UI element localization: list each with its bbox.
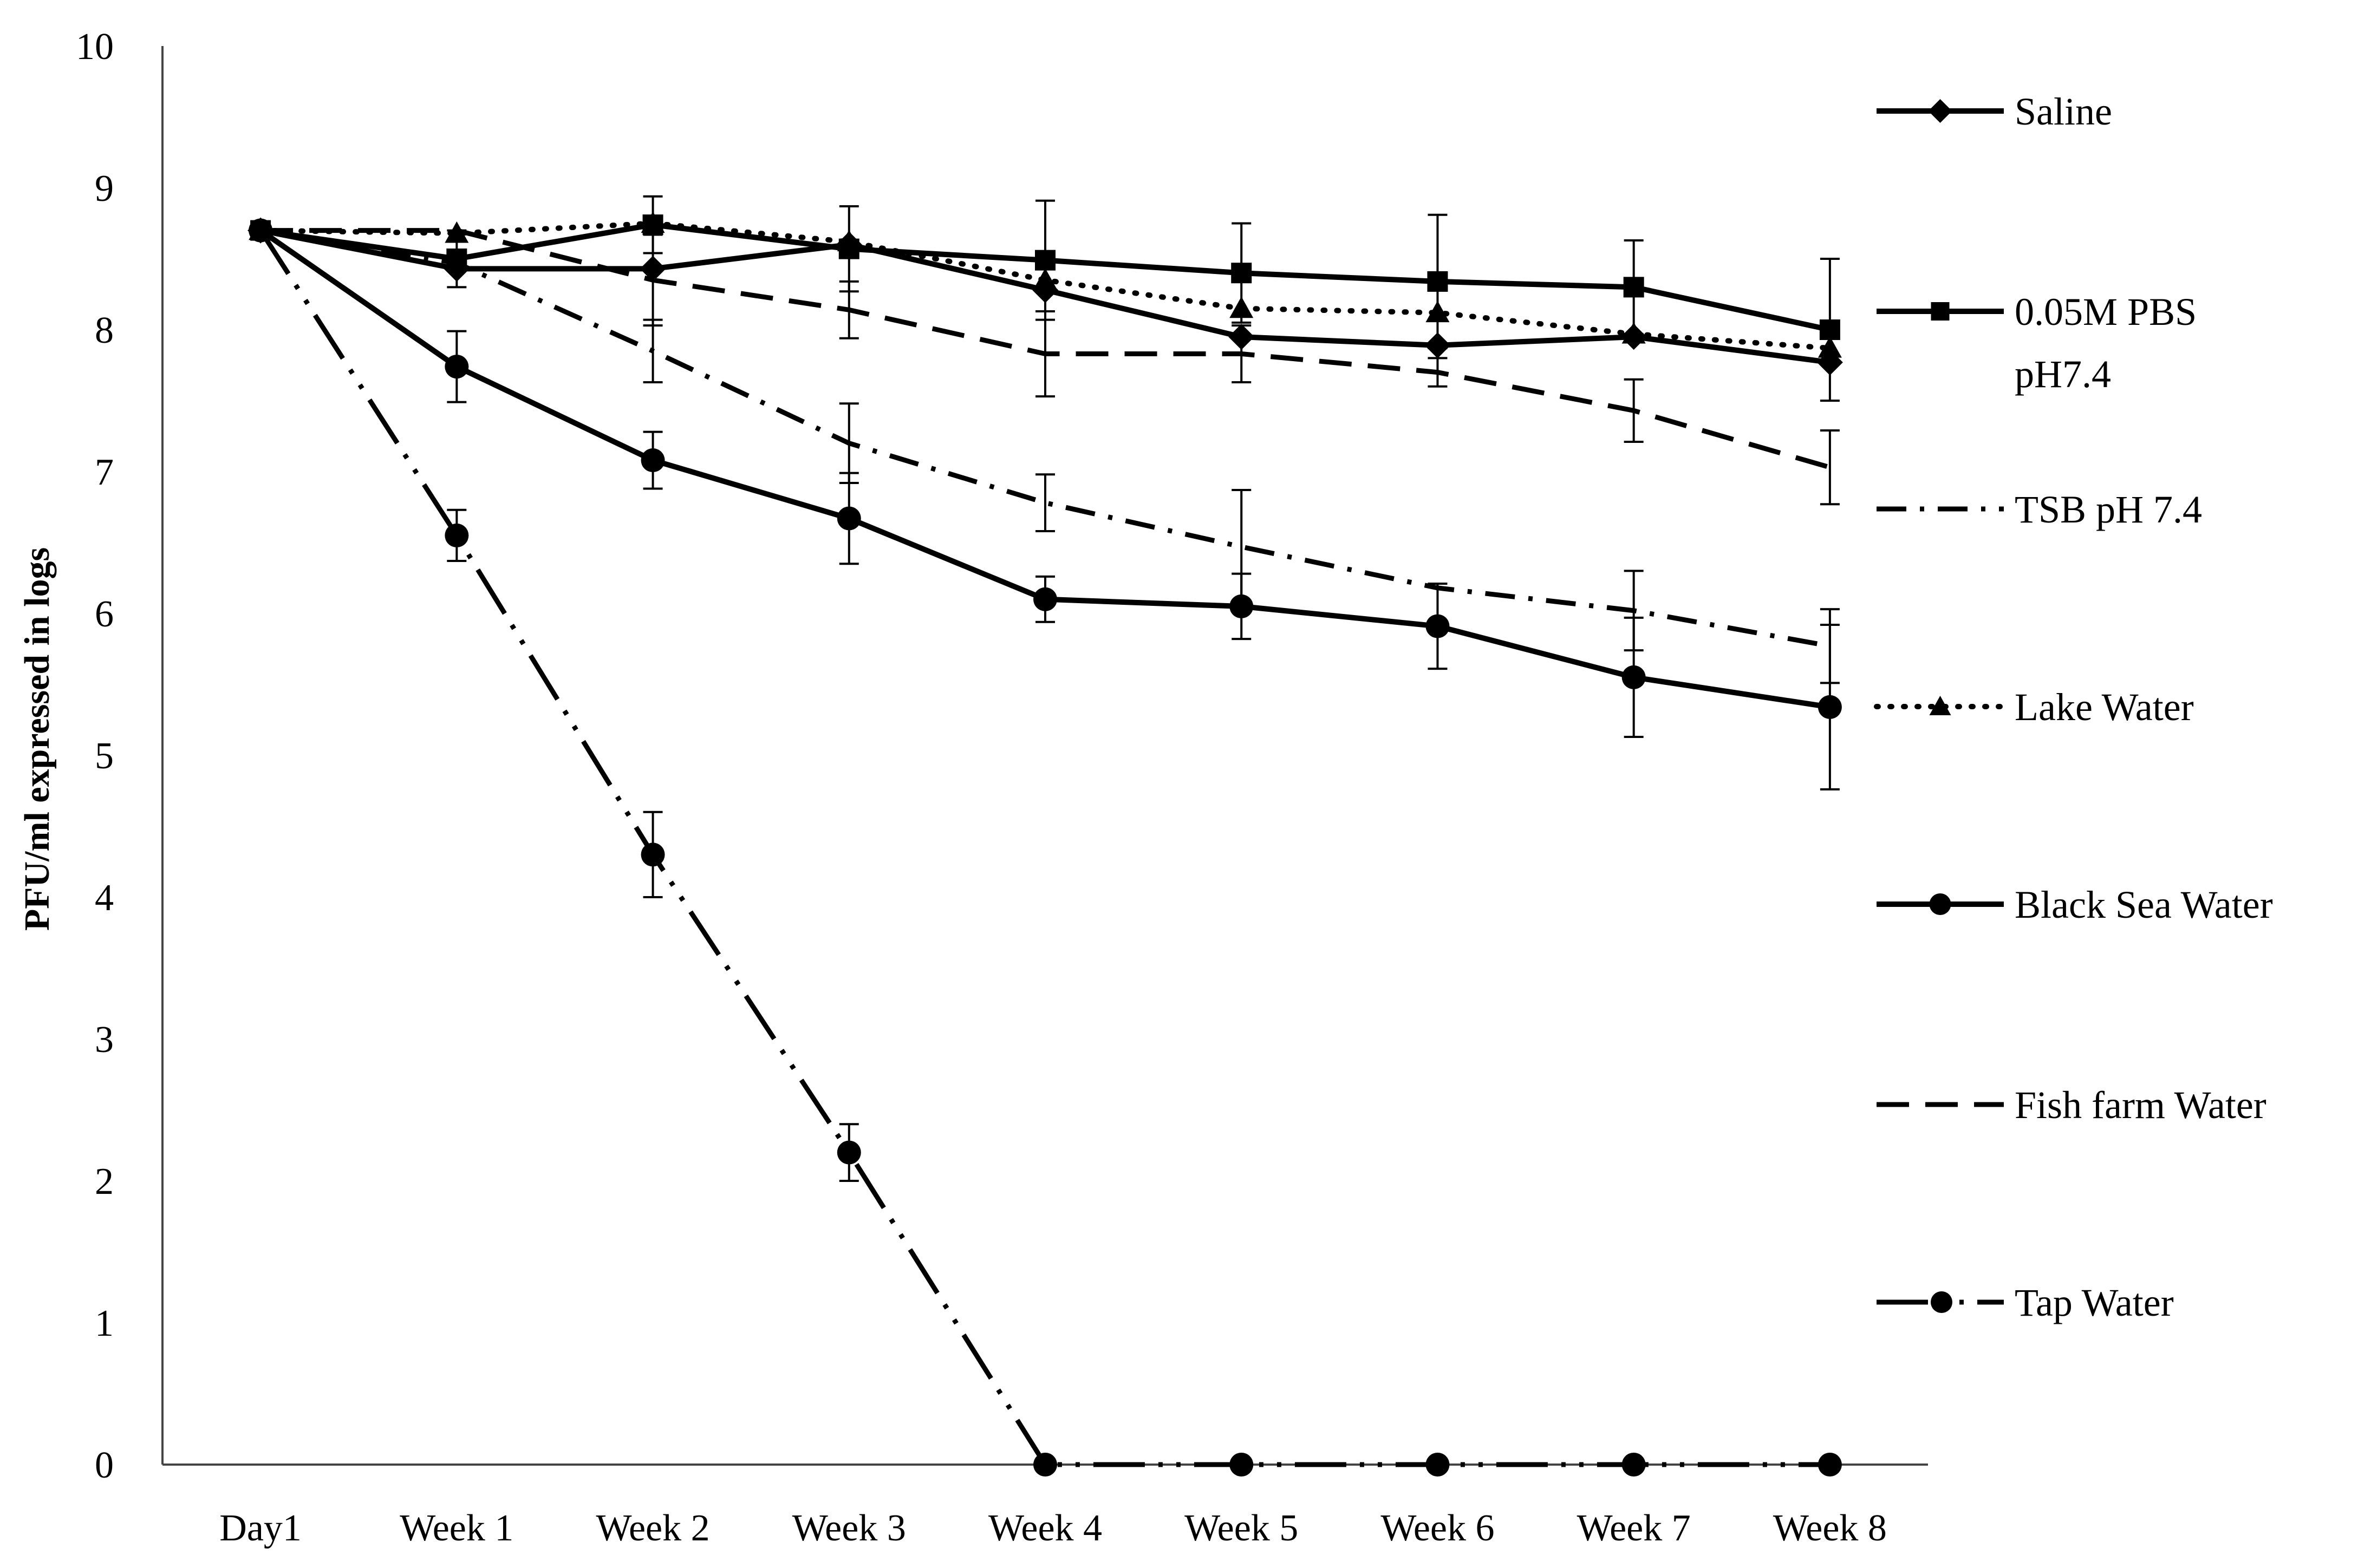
y-tick-label: 5 [95,735,114,777]
x-tick-label: Day1 [219,1507,302,1549]
x-tick-label: Week 4 [988,1507,1102,1549]
x-tick-label: Week 3 [792,1507,906,1549]
data-point [1818,336,1842,358]
data-point [1621,322,1646,344]
data-point [1931,302,1950,321]
data-point [1033,587,1057,611]
data-point [1231,263,1252,284]
data-point [640,256,666,282]
x-tick-label: Week 8 [1773,1507,1887,1549]
legend-entry: Black Sea Water [1877,883,2273,926]
y-axis-title: PFU/ml expressed in logs [17,547,57,931]
legend-label: Tap Water [2015,1281,2174,1324]
data-point [1818,1453,1842,1476]
x-tick-label: Week 2 [596,1507,710,1549]
legend-entry: 0.05M PBS pH7.4 [1877,290,2197,396]
data-point [1928,99,1952,123]
y-tick-label: 8 [95,310,114,351]
data-point [1623,277,1644,298]
data-point [1229,296,1254,318]
y-tick-label: 3 [95,1019,114,1061]
data-point [641,842,665,867]
data-point [445,221,469,243]
data-point [641,211,665,233]
legend-entry: Saline [1877,90,2112,133]
data-point [1229,1453,1254,1476]
y-tick-label: 2 [95,1161,114,1203]
data-point [446,249,467,269]
x-tick-label: Week 7 [1577,1507,1691,1549]
data-point [1929,893,1951,915]
legend: Saline 0.05M PBS pH7.4 TSB pH 7.4 Lake Water… [1874,90,2273,1324]
y-tick-labels: 0 1 2 3 4 5 6 7 8 9 10 [76,26,114,1486]
series-line [260,228,1831,470]
y-tick-label: 0 [95,1445,114,1486]
y-tick-label: 7 [95,452,114,493]
data-point [1425,614,1450,638]
legend-entry: TSB pH 7.4 [1877,488,2202,531]
data-point [837,230,861,252]
data-point [1424,332,1451,358]
data-point [1818,695,1842,719]
data-point [249,218,273,243]
data-point [1229,594,1254,618]
data-point [1033,268,1057,290]
y-tick-label: 10 [76,26,114,68]
x-tick-labels: Day1 Week 1 Week 2 Week 3 Week 4 Week 5 Week 6… [219,1507,1887,1549]
legend-label: Fish farm Water [2015,1083,2266,1127]
data-point [1228,324,1255,350]
y-tick-label: 4 [95,877,114,919]
data-point [1931,1291,1952,1313]
data-point [1033,1453,1057,1476]
legend-label: Saline [2015,90,2112,133]
data-point [445,355,469,379]
legend-label: TSB pH 7.4 [2015,488,2202,531]
legend-label: 0.05M PBS pH7.4 [2015,290,2197,396]
data-point [1425,300,1450,323]
y-tick-label: 6 [95,593,114,635]
error-bar [1035,473,1055,533]
data-point [1621,665,1646,689]
data-point [1425,1453,1450,1476]
legend-entry: Tap Water [1877,1281,2174,1324]
data-point [1621,1453,1646,1476]
data-point [837,1140,861,1165]
series-lines [258,220,1833,1467]
data-point [1035,250,1056,271]
data-point [1929,696,1951,715]
x-tick-label: Week 1 [400,1507,513,1549]
data-point [1427,271,1448,292]
series-markers [247,211,1843,1476]
y-tick-label: 1 [95,1303,114,1344]
series-line [258,229,1830,1467]
x-tick-label: Week 5 [1184,1507,1298,1549]
legend-label: Lake Water [2015,685,2194,729]
error-bar [1820,429,1840,506]
data-point [445,523,469,547]
y-tick-label: 9 [95,168,114,210]
legend-entry: Fish farm Water [1877,1083,2266,1127]
x-tick-label: Week 6 [1380,1507,1494,1549]
data-point [641,448,665,473]
legend-entry: Lake Water [1874,685,2194,729]
series-line [260,228,1831,649]
legend-label: Black Sea Water [2015,883,2273,926]
data-point [837,506,861,531]
